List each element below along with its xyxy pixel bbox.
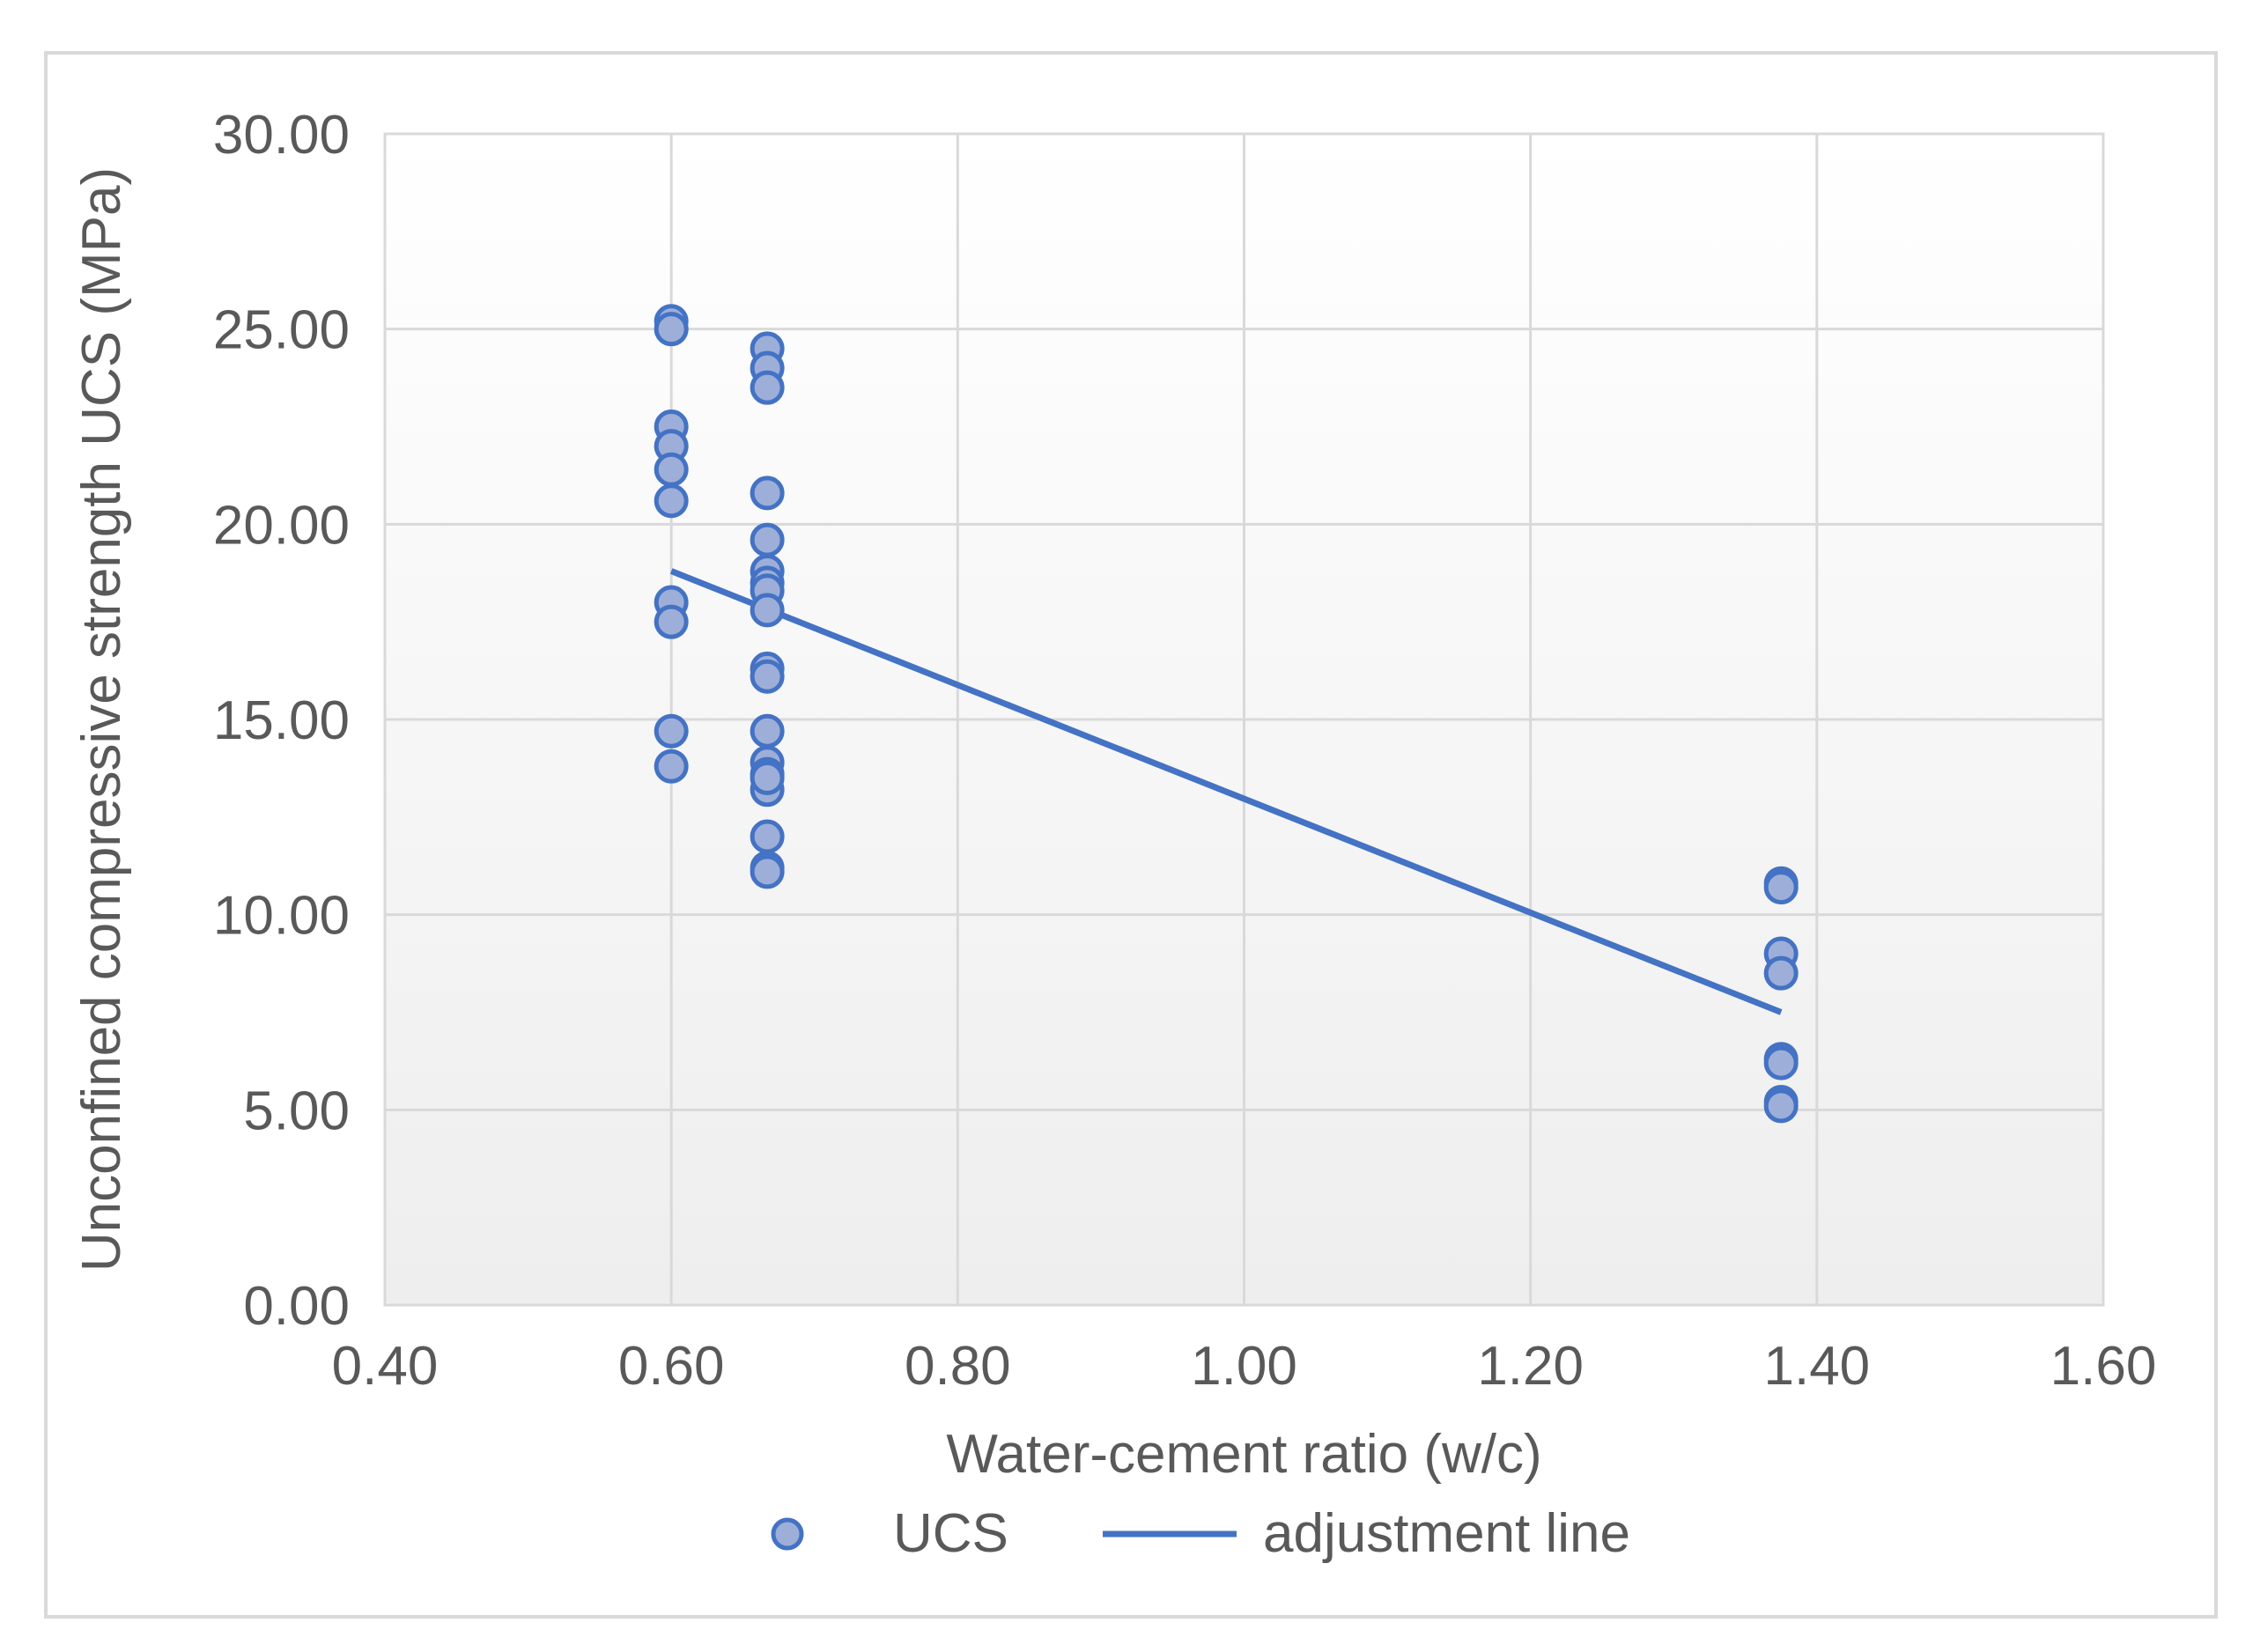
y-tick-label: 15.00 — [213, 690, 350, 751]
x-tick-label: 1.00 — [1191, 1336, 1297, 1397]
legend-label-ucs: UCS — [893, 1503, 1008, 1564]
ucs-data-point — [1766, 873, 1796, 903]
ucs-data-point — [752, 822, 782, 852]
y-tick-label: 25.00 — [213, 300, 350, 361]
ucs-data-point — [656, 751, 686, 781]
x-tick-label: 0.40 — [332, 1336, 439, 1397]
ucs-data-point — [752, 372, 782, 402]
y-axis-tick-labels: 0.00 5.00 10.00 15.00 20.00 25.00 30.00 — [213, 105, 350, 1337]
x-tick-label: 0.80 — [905, 1336, 1011, 1397]
y-axis-title: Unconfined compressive strength UCS (MPa… — [71, 167, 132, 1272]
scatter-chart: 0.40 0.60 0.80 1.00 1.20 1.40 1.60 0.00 5.00 10.… — [48, 55, 2214, 1615]
ucs-data-point — [752, 716, 782, 746]
x-tick-label: 1.40 — [1763, 1336, 1870, 1397]
y-tick-label: 20.00 — [213, 495, 350, 556]
x-axis-title: Water-cement ratio (w/c) — [946, 1424, 1541, 1485]
ucs-data-point — [752, 525, 782, 555]
ucs-data-point — [752, 661, 782, 691]
ucs-data-point — [656, 607, 686, 637]
legend-label-adjustment-line: adjustment line — [1263, 1503, 1630, 1564]
ucs-data-point — [656, 716, 686, 746]
ucs-data-point — [752, 763, 782, 793]
chart-frame: 0.40 0.60 0.80 1.00 1.20 1.40 1.60 0.00 5.00 10.… — [44, 51, 2218, 1619]
x-axis-tick-labels: 0.40 0.60 0.80 1.00 1.20 1.40 1.60 — [332, 1336, 2157, 1397]
y-tick-label: 30.00 — [213, 105, 350, 166]
y-tick-label: 10.00 — [213, 886, 350, 947]
ucs-data-point — [656, 314, 686, 344]
legend: UCS adjustment line — [773, 1503, 1630, 1564]
y-tick-label: 5.00 — [243, 1080, 350, 1141]
ucs-data-point — [752, 478, 782, 508]
ucs-data-point — [752, 857, 782, 887]
ucs-data-point — [1766, 958, 1796, 988]
x-tick-label: 1.60 — [2050, 1336, 2157, 1397]
legend-marker-ucs — [773, 1520, 801, 1548]
x-tick-label: 1.20 — [1477, 1336, 1584, 1397]
ucs-data-point — [752, 595, 782, 625]
ucs-data-point — [656, 486, 686, 516]
ucs-data-point — [1766, 1048, 1796, 1078]
y-tick-label: 0.00 — [243, 1276, 350, 1337]
ucs-data-point — [656, 454, 686, 484]
x-tick-label: 0.60 — [618, 1336, 725, 1397]
ucs-data-point — [1766, 1091, 1796, 1121]
